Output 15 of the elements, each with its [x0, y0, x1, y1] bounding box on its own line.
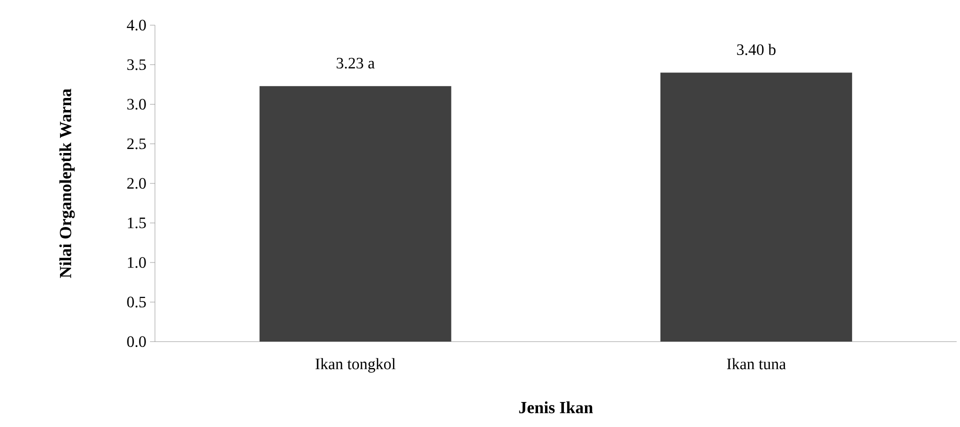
- x-axis-title: Jenis Ikan: [519, 402, 593, 414]
- x-tick-label: Ikan tuna: [727, 358, 786, 370]
- y-tick-label: 3.0: [127, 99, 146, 110]
- y-tick-label: 1.0: [128, 257, 146, 268]
- y-tick-label: 1.5: [128, 218, 146, 228]
- y-tick-label: 0.5: [127, 296, 146, 308]
- y-tick-label: 2.0: [127, 178, 146, 189]
- y-tick-label: 4.0: [126, 20, 146, 31]
- y-tick-label: 2.5: [127, 138, 146, 150]
- data-label: 3.40 b: [737, 44, 776, 56]
- x-tick-label: Ikan tongkol: [316, 358, 396, 373]
- y-tick-label: 3.5: [127, 59, 146, 70]
- data-label: 3.23 a: [336, 58, 375, 69]
- y-tick-label: 0.0: [127, 336, 146, 348]
- y-axis-title: Nilai Organoleptik Warna: [59, 88, 75, 278]
